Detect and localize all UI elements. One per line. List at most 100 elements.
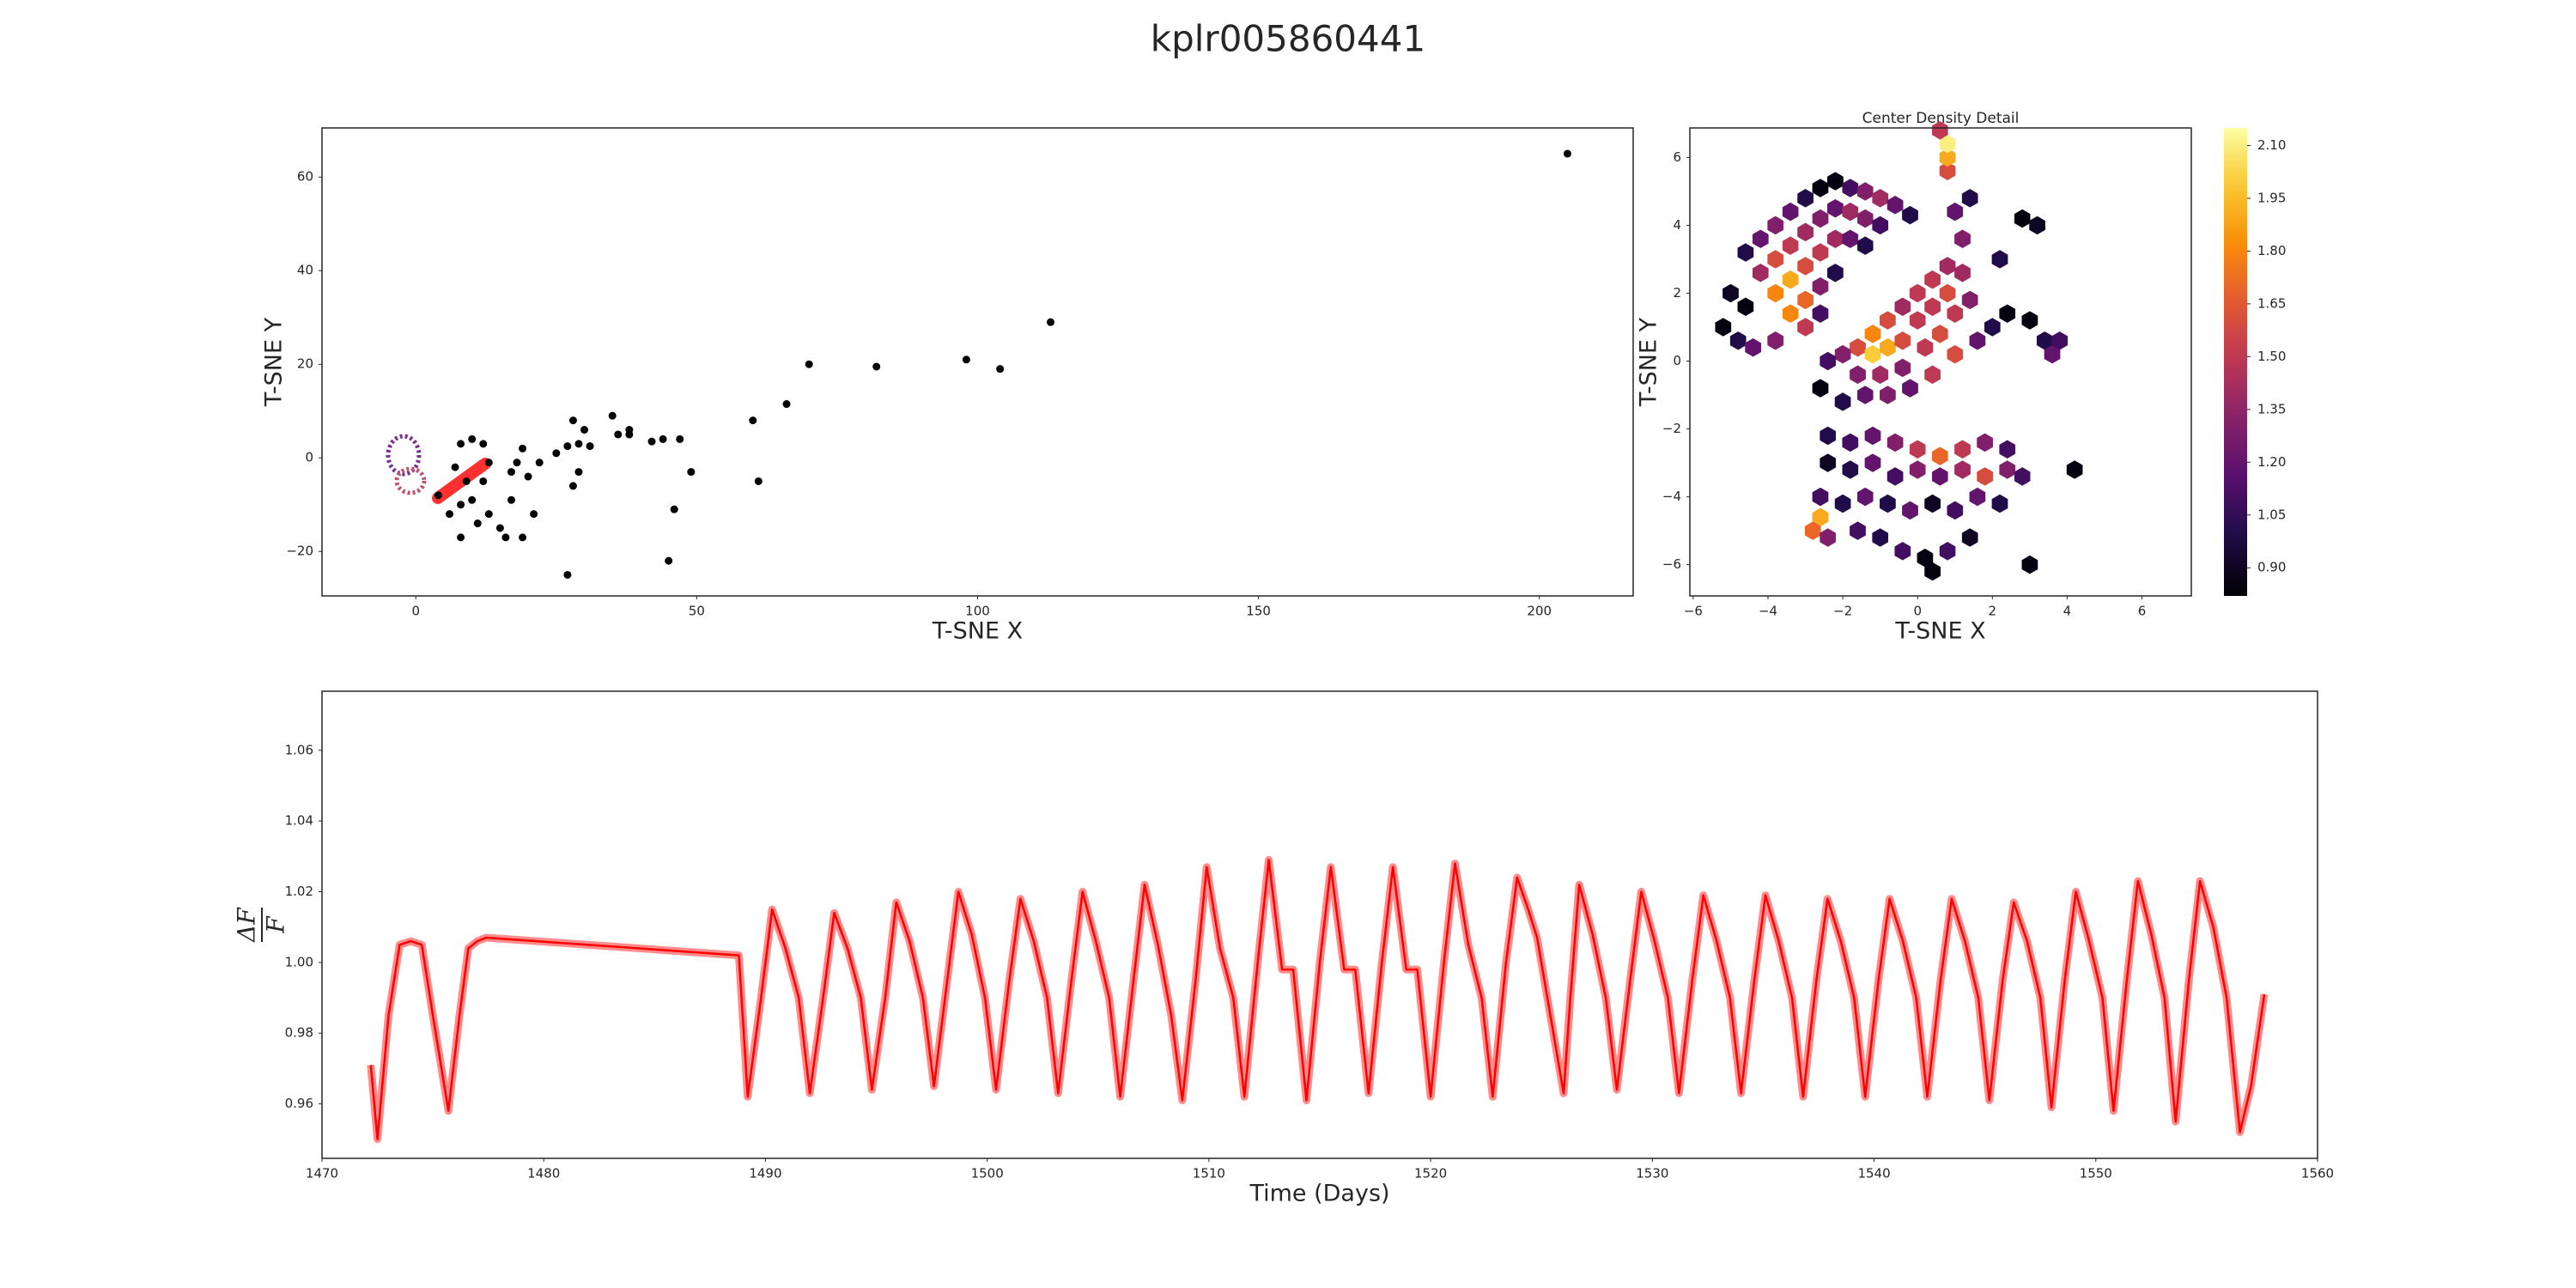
hex-cell <box>1752 229 1769 248</box>
x-tick-label: 1530 <box>1636 1166 1668 1182</box>
hex-cell <box>2044 344 2061 364</box>
overlay-cluster <box>386 434 422 477</box>
hex-cell <box>1767 216 1784 235</box>
x-tick-label: 0 <box>411 604 420 619</box>
hex-cell <box>1834 392 1851 411</box>
point <box>563 570 572 579</box>
hex-cell <box>1880 311 1896 330</box>
colorbar-tick-label: 2.10 <box>2257 137 2286 153</box>
point <box>754 477 762 485</box>
hex-cell <box>1812 304 1829 323</box>
hex-cell <box>1902 379 1918 398</box>
hex-cell <box>1991 250 2008 269</box>
hex-cell <box>1924 494 1941 513</box>
hex-cell <box>2014 209 2031 228</box>
hex-cell <box>1782 202 1799 222</box>
hex-cell <box>1939 257 1956 276</box>
hex-cell <box>1969 331 1986 350</box>
hex-cell <box>1939 542 1956 561</box>
hex-cell <box>1872 365 1889 385</box>
hex-cell <box>1947 501 1964 520</box>
colorbar-tick-label: 0.90 <box>2257 560 2286 575</box>
y-tick-label: 1.02 <box>285 884 313 899</box>
hex-cell <box>1872 189 1889 208</box>
hex-cell <box>1856 386 1874 404</box>
hex-cell <box>1827 198 1844 218</box>
hex-cell <box>1782 304 1799 323</box>
point <box>665 556 673 565</box>
hex-cell <box>1894 358 1911 378</box>
hex-cell <box>1932 325 1948 343</box>
hex-cell <box>1850 337 1866 357</box>
hex-cell <box>1917 337 1934 357</box>
hex-cell <box>1977 433 1993 453</box>
hex-cell <box>1999 304 2016 323</box>
hex-cell <box>1827 264 1844 283</box>
hex-cell <box>1999 440 2016 459</box>
x-axis-label: T-SNE X <box>932 618 1023 645</box>
hex-cell <box>1939 148 1956 167</box>
hex-cell <box>1932 121 1948 140</box>
colorbar-tick-label: 1.35 <box>2257 401 2286 416</box>
y-tick-label: −20 <box>286 544 313 559</box>
hex-cell <box>2051 331 2069 350</box>
hex-cell <box>2021 311 2038 330</box>
hex-cell <box>1999 460 2016 479</box>
hex-cell <box>1842 433 1859 453</box>
hex-cell <box>1886 433 1904 453</box>
hex-cell <box>1812 487 1829 507</box>
x-tick-label: 6 <box>2138 604 2147 619</box>
y-tick-label: 1.06 <box>285 742 313 757</box>
hex-cell <box>1797 290 1814 310</box>
hex-cell <box>1880 386 1896 404</box>
hex-cell <box>1909 283 1926 303</box>
point <box>687 468 696 477</box>
x-tick-label: −6 <box>1684 604 1703 619</box>
point <box>586 442 594 451</box>
x-tick-label: 50 <box>689 604 705 619</box>
x-tick-label: 4 <box>2063 604 2072 619</box>
point <box>563 442 572 451</box>
hex-cell <box>1797 257 1814 276</box>
hex-cell <box>1812 379 1829 398</box>
y-tick-label: 6 <box>1673 149 1681 165</box>
x-tick-label: 1540 <box>1857 1166 1890 1182</box>
hex-cell <box>1797 189 1814 208</box>
point <box>434 491 442 500</box>
y-axis-label: T-SNE Y <box>261 317 288 407</box>
point <box>457 501 465 509</box>
x-tick-label: 1490 <box>749 1166 781 1182</box>
y-tick-label: −2 <box>1662 421 1681 436</box>
origin-overlay <box>386 434 491 504</box>
hex-cell <box>1850 521 1866 540</box>
hex-cell <box>1782 270 1799 289</box>
point <box>659 434 667 443</box>
y-tick-label: 4 <box>1673 217 1681 233</box>
hex-cell <box>1939 161 1956 180</box>
hex-cell <box>1947 344 1964 364</box>
hex-cell <box>1856 487 1874 507</box>
axes-frame <box>321 127 1634 597</box>
x-tick-label: 1510 <box>1193 1166 1225 1182</box>
point <box>457 440 465 448</box>
y-tick-label: 1.00 <box>285 954 313 969</box>
hex-cell <box>1902 501 1918 520</box>
y-tick-label: 0.98 <box>285 1025 313 1041</box>
hex-cell <box>1856 209 1874 228</box>
hex-cell <box>1856 182 1874 201</box>
colorbar-tick-label: 1.20 <box>2257 454 2286 470</box>
hex-cell <box>1961 189 1978 208</box>
y-label-numerator: ΔF <box>233 907 261 943</box>
hex-cell <box>1737 243 1754 262</box>
hex-cell <box>1991 494 2008 513</box>
hex-cell <box>1880 494 1896 513</box>
hex-cell <box>1767 283 1784 303</box>
hex-cell <box>1924 270 1941 289</box>
hex-cell <box>1924 365 1941 385</box>
hex-cell <box>1947 202 1964 222</box>
hex-cell <box>1961 290 1978 310</box>
hex-cell <box>1924 297 1941 317</box>
hexbin-cells <box>1715 121 2083 581</box>
point <box>507 468 515 477</box>
